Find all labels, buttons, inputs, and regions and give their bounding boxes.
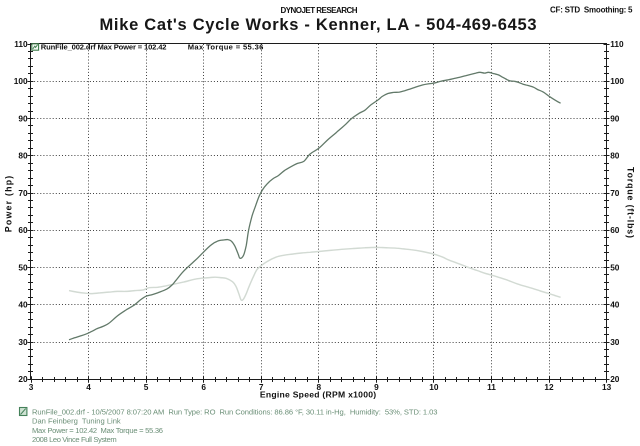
svg-text:RunFile_002.drf - 10/5/2007 8:: RunFile_002.drf - 10/5/2007 8:07:20 AM R… [32, 407, 438, 416]
svg-text:70: 70 [18, 188, 28, 198]
svg-text:100: 100 [14, 76, 28, 86]
svg-text:20: 20 [610, 374, 620, 384]
svg-text:60: 60 [610, 225, 620, 235]
svg-text:50: 50 [610, 262, 620, 272]
svg-text:Max Power = 102.42 Max Torque: Max Power = 102.42 Max Torque = 55.36 [32, 426, 163, 435]
svg-text:Max Torque = 55.36: Max Torque = 55.36 [188, 43, 264, 52]
svg-text:40: 40 [18, 300, 28, 310]
svg-text:90: 90 [18, 113, 28, 123]
svg-text:7: 7 [259, 382, 264, 392]
svg-text:80: 80 [18, 151, 28, 161]
svg-text:2008 Leo Vince Full System: 2008 Leo Vince Full System [32, 435, 117, 444]
svg-text:Mike Cat's Cycle Works - Kenne: Mike Cat's Cycle Works - Kenner, LA - 50… [100, 16, 537, 34]
svg-text:Dan Feinberg Tuning Link: Dan Feinberg Tuning Link [32, 417, 121, 426]
svg-text:CF: STD Smoothing: 5: CF: STD Smoothing: 5 [550, 6, 633, 15]
svg-text:11: 11 [487, 382, 496, 392]
svg-text:3: 3 [29, 382, 34, 392]
svg-text:100: 100 [610, 76, 624, 86]
svg-text:Torque (ft-lbs): Torque (ft-lbs) [625, 167, 635, 238]
svg-text:90: 90 [610, 113, 620, 123]
svg-text:80: 80 [610, 151, 620, 161]
svg-text:5: 5 [144, 382, 149, 392]
svg-text:12: 12 [544, 382, 554, 392]
svg-text:Engine Speed (RPM x1000): Engine Speed (RPM x1000) [260, 389, 376, 399]
svg-text:30: 30 [18, 337, 28, 347]
svg-text:10: 10 [429, 382, 439, 392]
svg-text:30: 30 [610, 337, 620, 347]
svg-text:13: 13 [602, 382, 612, 392]
svg-text:20: 20 [18, 374, 28, 384]
svg-text:110: 110 [610, 39, 624, 49]
svg-text:70: 70 [610, 188, 620, 198]
svg-text:6: 6 [201, 382, 206, 392]
svg-text:8: 8 [316, 382, 321, 392]
svg-text:9: 9 [374, 382, 379, 392]
svg-text:DYNOJET RESEARCH: DYNOJET RESEARCH [281, 6, 358, 15]
svg-text:50: 50 [18, 262, 28, 272]
svg-text:60: 60 [18, 225, 28, 235]
svg-text:RunFile_002.drf Max Power = 10: RunFile_002.drf Max Power = 102.42 [41, 43, 167, 52]
svg-text:40: 40 [610, 300, 620, 310]
svg-text:4: 4 [86, 382, 91, 392]
svg-text:110: 110 [14, 39, 28, 49]
svg-text:Power (hp): Power (hp) [4, 176, 14, 233]
